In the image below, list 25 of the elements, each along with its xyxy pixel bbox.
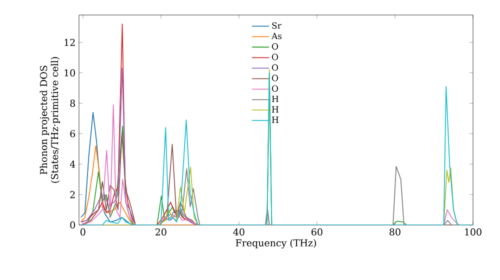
legend-label: H	[272, 106, 278, 112]
legend-label: As	[271, 32, 282, 40]
x-tick-label: 80	[390, 228, 400, 236]
y-tick-label: 0	[70, 221, 75, 229]
legend-label: Sr	[272, 22, 282, 29]
legend-label: O	[272, 43, 278, 50]
y-tick-label: 4	[70, 160, 76, 168]
x-tick-label: 20	[156, 228, 166, 236]
legend-label: H	[272, 116, 278, 123]
y-tick-label: 6	[70, 130, 76, 138]
y-tick-label: 12	[64, 38, 75, 46]
x-tick-label: 100	[465, 228, 482, 236]
y-tick-label: 8	[70, 100, 75, 107]
legend-label: O	[272, 85, 278, 92]
y-tick-label: 10	[64, 69, 75, 76]
y-tick-label: 2	[70, 191, 75, 198]
x-axis-title: Frequency (THz)	[236, 239, 316, 248]
legend-label: H	[272, 96, 278, 102]
x-tick-label: 40	[233, 228, 244, 236]
x-tick-label: 60	[312, 228, 322, 236]
legend-label: O	[272, 64, 278, 71]
x-tick-label: 0	[80, 228, 86, 236]
legend-label: O	[272, 54, 278, 60]
legend-label: O	[272, 74, 278, 82]
y-axis-title: Phonon projected DOS (States/THz·primitive cell)	[40, 57, 60, 183]
